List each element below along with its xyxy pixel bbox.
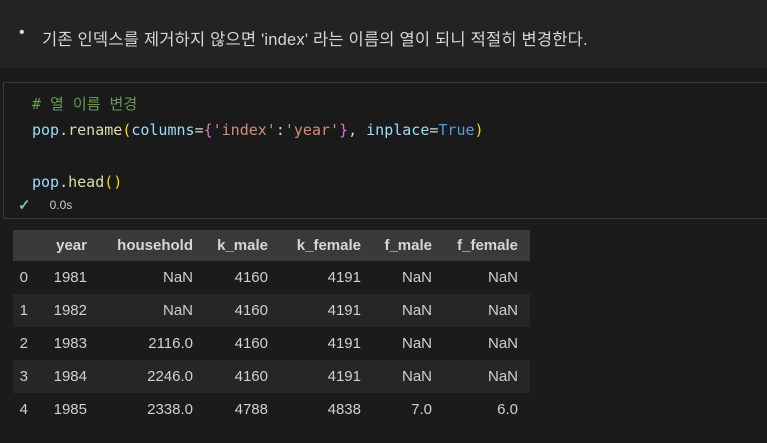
data-cell: 4788 [234, 401, 268, 418]
table-header-row: year household k_male k_female f_male f_femal… [13, 230, 530, 261]
data-cell: NaN [444, 294, 530, 327]
data-cell: 4191 [280, 360, 373, 393]
data-cell: NaN [487, 269, 518, 286]
data-cell: 4160 [205, 294, 280, 327]
code-token-string: 'year' [284, 121, 340, 139]
column-header-household: household [99, 230, 205, 261]
code-token-variable: inplace [366, 121, 430, 139]
code-editor[interactable]: # 열 이름 변경 pop.rename(columns={'index':'ye… [32, 91, 767, 195]
data-cell: 1983 [53, 335, 87, 352]
dataframe-output: year household k_male k_female f_male f_femal… [13, 230, 530, 426]
code-token-variable: pop [32, 121, 60, 139]
row-index-cell: 1 [13, 294, 48, 327]
table-row: 2 1983 2116.0 4160 4191 NaN NaN [13, 327, 530, 360]
code-token-punct: , [348, 121, 367, 139]
code-token-bracket1: ( [104, 173, 114, 191]
data-cell: 1984 [48, 360, 99, 393]
code-token-bracket2: } [339, 121, 349, 139]
data-cell: 6.0 [497, 401, 518, 418]
row-index-cell: 3 [13, 360, 48, 393]
code-token-string: 'index' [212, 121, 276, 139]
markdown-text: 기존 인덱스를 제거하지 않으면 'index' 라는 이름의 열이 되니 적절… [42, 31, 588, 49]
success-check-icon: ✓ [18, 196, 31, 214]
bullet-icon: • [19, 24, 25, 41]
code-token-function: head [68, 173, 105, 191]
data-cell: 4838 [327, 401, 361, 418]
data-cell: 1981 [53, 269, 87, 286]
code-cell[interactable]: # 열 이름 변경 pop.rename(columns={'index':'ye… [3, 82, 767, 219]
code-token-punct: . [59, 173, 69, 191]
data-cell: 1985 [53, 401, 87, 418]
code-token-bracket1: ( [122, 121, 132, 139]
data-cell: NaN [444, 360, 530, 393]
index-column-header [13, 230, 48, 261]
data-cell: NaN [487, 335, 518, 352]
code-token-bracket1: ) [474, 121, 484, 139]
code-token-punct: : [275, 121, 285, 139]
code-line[interactable] [32, 143, 767, 169]
data-cell: NaN [401, 335, 432, 352]
data-cell: 4191 [327, 269, 361, 286]
cell-status-bar: ✓ 0.0s [4, 192, 767, 218]
row-index-cell: 0 [19, 269, 28, 286]
column-header-k_male: k_male [205, 230, 280, 261]
data-cell: 4160 [205, 360, 280, 393]
data-cell: 2338.0 [147, 401, 193, 418]
table-row: 0 1981 NaN 4160 4191 NaN NaN [13, 261, 530, 294]
data-cell: 4191 [280, 294, 373, 327]
code-token-comment: # 열 이름 변경 [32, 95, 138, 113]
data-cell: 2246.0 [99, 360, 205, 393]
code-token-punct: . [59, 121, 69, 139]
table-row: 1 1982 NaN 4160 4191 NaN NaN [13, 294, 530, 327]
data-cell: NaN [162, 269, 193, 286]
data-cell: 4160 [234, 335, 268, 352]
code-line[interactable]: pop.head() [32, 169, 767, 195]
markdown-cell: • 기존 인덱스를 제거하지 않으면 'index' 라는 이름의 열이 되니 … [0, 0, 767, 68]
row-index-cell: 4 [19, 401, 28, 418]
column-header-f_male: f_male [373, 230, 444, 261]
code-line[interactable]: pop.rename(columns={'index':'year'}, inp… [32, 117, 767, 143]
code-token-variable: pop [32, 173, 60, 191]
row-index-cell: 2 [19, 335, 28, 352]
column-header-year: year [48, 230, 99, 261]
data-cell: 7.0 [411, 401, 432, 418]
data-cell: NaN [99, 294, 205, 327]
code-token-function: rename [68, 121, 123, 139]
execution-time: 0.0s [49, 198, 73, 212]
column-header-f_female: f_female [444, 230, 530, 261]
code-token-bracket2: { [203, 121, 213, 139]
data-cell: 2116.0 [148, 335, 193, 352]
code-line[interactable]: # 열 이름 변경 [32, 91, 767, 117]
data-cell: NaN [373, 360, 444, 393]
table-row: 4 1985 2338.0 4788 4838 7.0 6.0 [13, 393, 530, 426]
code-token-variable: columns [131, 121, 195, 139]
code-token-bracket1: ) [113, 173, 123, 191]
code-token-keyword: True [438, 121, 475, 139]
table-row: 3 1984 2246.0 4160 4191 NaN NaN [13, 360, 530, 393]
data-cell: NaN [401, 269, 432, 286]
data-cell: NaN [373, 294, 444, 327]
data-cell: 4191 [327, 335, 361, 352]
code-token-punct: = [194, 121, 204, 139]
data-cell: 4160 [234, 269, 268, 286]
data-cell: 1982 [48, 294, 99, 327]
column-header-k_female: k_female [280, 230, 373, 261]
code-token-punct: = [429, 121, 439, 139]
